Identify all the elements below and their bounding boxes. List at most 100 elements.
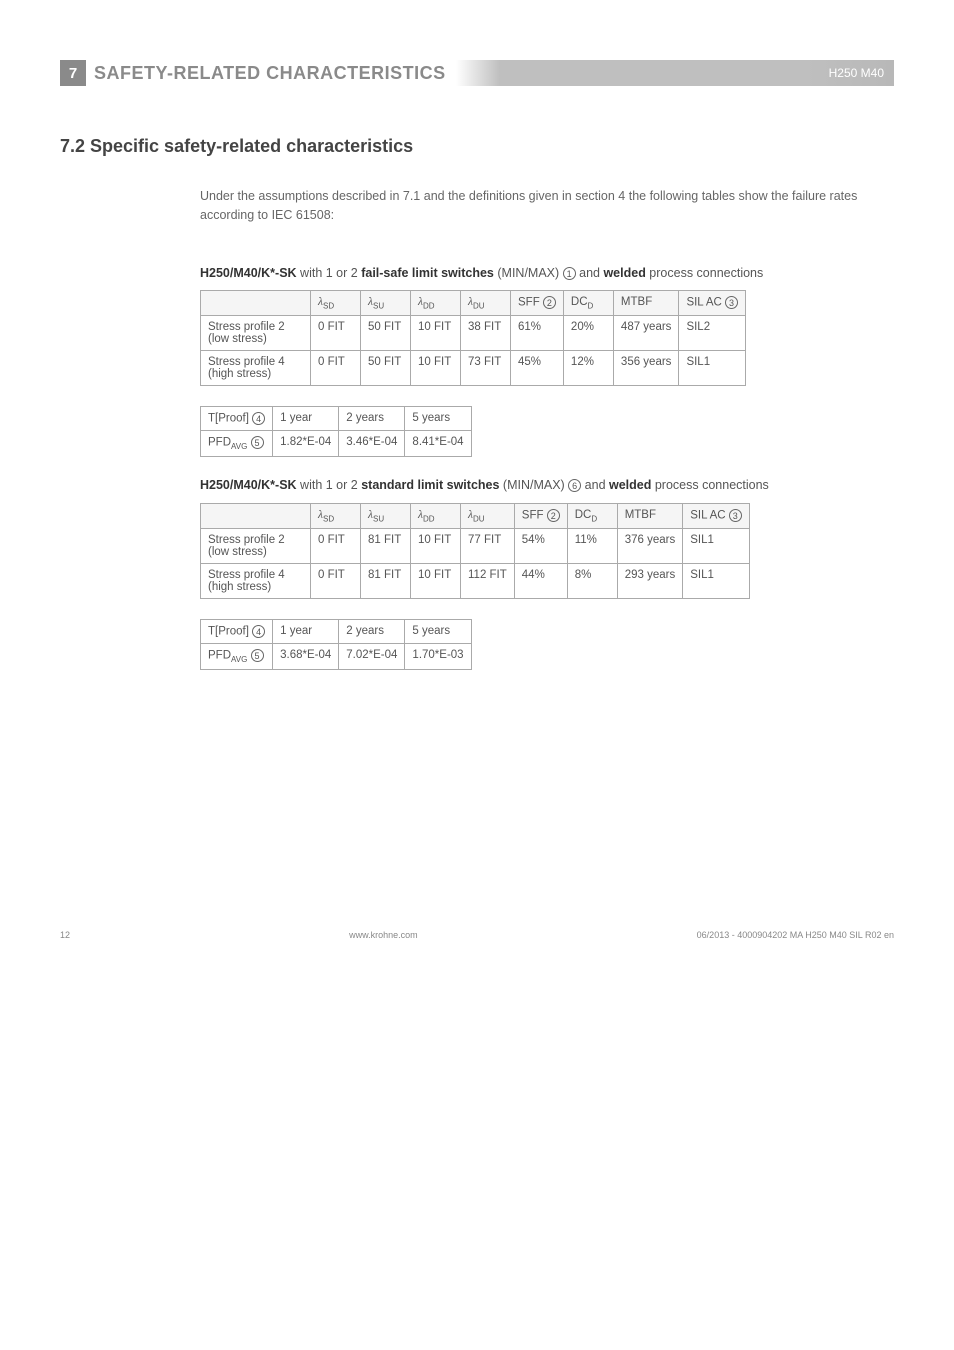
circled-1-icon: 1 <box>563 267 576 280</box>
table2-r0-sd: 0 FIT <box>311 528 361 563</box>
circled-4b-icon: 4 <box>252 625 265 638</box>
table1-h-su: λSU <box>361 291 411 316</box>
table1-r0-su: 50 FIT <box>361 316 411 351</box>
caption2-model: H250/M40/K*-SK <box>200 478 297 492</box>
table2-r0-sil: SIL1 <box>683 528 750 563</box>
table2b-v1: 7.02*E-04 <box>339 643 405 669</box>
circled-2-icon: 2 <box>543 296 556 309</box>
table1-tproof: T[Proof] 4 1 year 2 years 5 years PFDAVG… <box>200 406 472 457</box>
caption2-minmax: (MIN/MAX) <box>499 478 568 492</box>
header-title: SAFETY-RELATED CHARACTERISTICS <box>94 63 446 84</box>
table1-r1-sd: 0 FIT <box>311 351 361 386</box>
caption2-text: with 1 or 2 <box>297 478 362 492</box>
table1-r1-dd: 10 FIT <box>411 351 461 386</box>
footer-page-number: 12 <box>60 930 70 940</box>
table2-h-mtbf: MTBF <box>617 503 683 528</box>
table1-r0-label: Stress profile 2 (low stress) <box>201 316 311 351</box>
circled-5-icon: 5 <box>251 436 264 449</box>
table2-main: λSD λSU λDD λDU SFF 2 DCD MTBF SIL AC 3 … <box>200 503 750 599</box>
table1-h-dd: λDD <box>411 291 461 316</box>
table2-r1-su: 81 FIT <box>361 563 411 598</box>
table2-r0-dcd: 11% <box>567 528 617 563</box>
table1-r1-du: 73 FIT <box>461 351 511 386</box>
table1-r0-sd: 0 FIT <box>311 316 361 351</box>
table-row: Stress profile 2 (low stress) 0 FIT 81 F… <box>201 528 750 563</box>
table1b-v0: 1.82*E-04 <box>273 431 339 457</box>
table1-r0-dd: 10 FIT <box>411 316 461 351</box>
table1-r0-mtbf: 487 years <box>613 316 679 351</box>
table2-h-du: λDU <box>461 503 515 528</box>
table2-r0-label: Stress profile 2 (low stress) <box>201 528 311 563</box>
table2-r0-mtbf: 376 years <box>617 528 683 563</box>
table1-r0-dcd: 20% <box>563 316 613 351</box>
table1-r0-sff: 61% <box>511 316 564 351</box>
caption1-switches: fail-safe limit switches <box>361 266 494 280</box>
caption1-model: H250/M40/K*-SK <box>200 266 297 280</box>
table1-r0-sil: SIL2 <box>679 316 746 351</box>
table2-caption: H250/M40/K*-SK with 1 or 2 standard limi… <box>200 477 894 495</box>
table2-h-su: λSU <box>361 503 411 528</box>
table1b-v1: 3.46*E-04 <box>339 431 405 457</box>
table2-r1-sd: 0 FIT <box>311 563 361 598</box>
subsection-heading: 7.2 Specific safety-related characterist… <box>60 136 894 157</box>
table1-r0-du: 38 FIT <box>461 316 511 351</box>
table2-h-dcd: DCD <box>567 503 617 528</box>
table2b-v2: 1.70*E-03 <box>405 643 471 669</box>
table1-r1-mtbf: 356 years <box>613 351 679 386</box>
circled-3b-icon: 3 <box>729 509 742 522</box>
caption1-end: process connections <box>646 266 763 280</box>
header-bar: 7 SAFETY-RELATED CHARACTERISTICS H250 M4… <box>60 60 894 86</box>
table-row: Stress profile 4 (high stress) 0 FIT 81 … <box>201 563 750 598</box>
table1-r1-su: 50 FIT <box>361 351 411 386</box>
table2-r1-label: Stress profile 4 (high stress) <box>201 563 311 598</box>
table2-r1-sff: 44% <box>514 563 567 598</box>
caption1-text: with 1 or 2 <box>297 266 362 280</box>
table2-h-sff: SFF 2 <box>514 503 567 528</box>
table1b-tproof-label: T[Proof] 4 <box>201 407 273 431</box>
table2-r1-sil: SIL1 <box>683 563 750 598</box>
page-footer: 12 www.krohne.com 06/2013 - 4000904202 M… <box>0 930 954 940</box>
table2-r0-du: 77 FIT <box>461 528 515 563</box>
table1-h-sil: SIL AC 3 <box>679 291 746 316</box>
caption1-welded: welded <box>603 266 645 280</box>
circled-4-icon: 4 <box>252 412 265 425</box>
table2-r0-sff: 54% <box>514 528 567 563</box>
table1b-h2: 5 years <box>405 407 471 431</box>
table1-main: λSD λSU λDD λDU SFF 2 DCD MTBF SIL AC 3 … <box>200 290 746 386</box>
caption2-switches: standard limit switches <box>361 478 499 492</box>
section-number: 7 <box>60 60 86 86</box>
footer-doc-id: 06/2013 - 4000904202 MA H250 M40 SIL R02… <box>697 930 894 940</box>
table2-r0-su: 81 FIT <box>361 528 411 563</box>
table2b-tproof-label: T[Proof] 4 <box>201 619 273 643</box>
table1-caption: H250/M40/K*-SK with 1 or 2 fail-safe lim… <box>200 265 894 283</box>
table2b-v0: 3.68*E-04 <box>273 643 339 669</box>
table2-r1-mtbf: 293 years <box>617 563 683 598</box>
table2-h-sil: SIL AC 3 <box>683 503 750 528</box>
table2-tproof: T[Proof] 4 1 year 2 years 5 years PFDAVG… <box>200 619 472 670</box>
table2-r1-dd: 10 FIT <box>411 563 461 598</box>
table1-r1-label: Stress profile 4 (high stress) <box>201 351 311 386</box>
table1-empty-header <box>201 291 311 316</box>
caption2-and: and <box>581 478 609 492</box>
circled-5b-icon: 5 <box>251 649 264 662</box>
table1-h-du: λDU <box>461 291 511 316</box>
table2-r1-du: 112 FIT <box>461 563 515 598</box>
footer-url: www.krohne.com <box>349 930 418 940</box>
table2b-h1: 2 years <box>339 619 405 643</box>
table1-h-mtbf: MTBF <box>613 291 679 316</box>
table2-empty-header <box>201 503 311 528</box>
table2-h-sd: λSD <box>311 503 361 528</box>
circled-6-icon: 6 <box>568 479 581 492</box>
table1-r1-sil: SIL1 <box>679 351 746 386</box>
table2-h-dd: λDD <box>411 503 461 528</box>
table1b-pfd-label: PFDAVG 5 <box>201 431 273 457</box>
header-product-tag: H250 M40 <box>456 60 894 86</box>
table-row: Stress profile 2 (low stress) 0 FIT 50 F… <box>201 316 746 351</box>
table1-h-sff: SFF 2 <box>511 291 564 316</box>
table2-r0-dd: 10 FIT <box>411 528 461 563</box>
caption2-welded: welded <box>609 478 651 492</box>
caption1-and: and <box>576 266 604 280</box>
table1-r1-sff: 45% <box>511 351 564 386</box>
table1-h-dcd: DCD <box>563 291 613 316</box>
table1-r1-dcd: 12% <box>563 351 613 386</box>
